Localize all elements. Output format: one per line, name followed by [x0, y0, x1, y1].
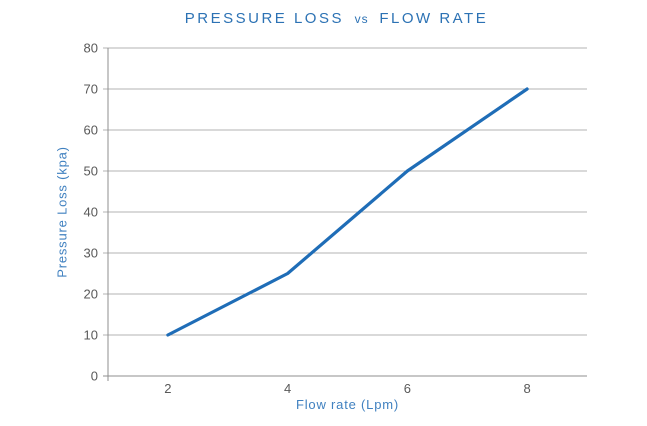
x-tick-label: 8 [524, 381, 531, 396]
x-axis-label: Flow rate (Lpm) [295, 397, 400, 412]
y-tick-label: 70 [84, 82, 98, 97]
x-tick-label: 4 [284, 381, 291, 396]
y-tick-label: 60 [84, 123, 98, 138]
y-tick-label: 50 [84, 164, 98, 179]
chart-title-left: PRESSURE LOSS [184, 10, 344, 27]
y-tick-label: 40 [84, 205, 98, 220]
x-tick-label: 6 [404, 381, 411, 396]
chart-title: PRESSURE LOSS vs FLOW RATE [26, 10, 647, 27]
y-tick-label: 80 [84, 41, 98, 56]
y-tick-label: 10 [84, 328, 98, 343]
x-tick-label: 2 [164, 381, 171, 396]
chart-title-vs: vs [354, 12, 369, 26]
pressure-loss-line [166, 87, 529, 337]
y-tick-label: 30 [84, 246, 98, 261]
y-tick-label: 0 [91, 369, 98, 384]
y-tick-label: 20 [84, 287, 98, 302]
chart-title-right: FLOW RATE [379, 10, 489, 27]
